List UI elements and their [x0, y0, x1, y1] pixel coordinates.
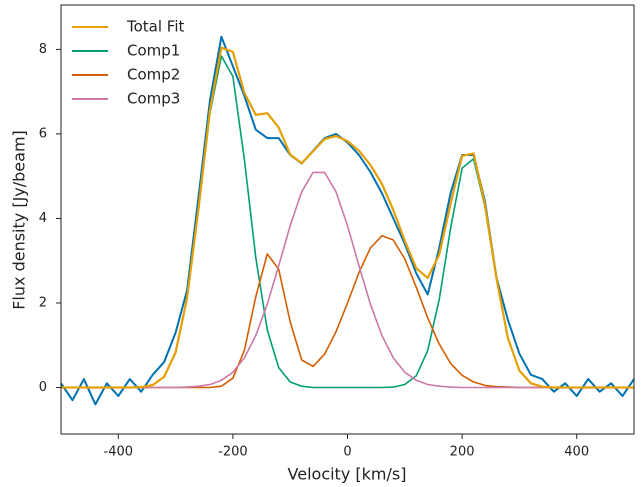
y-tick-label: 8: [39, 42, 47, 57]
legend-label: Total Fit: [126, 18, 185, 36]
fit-line: [61, 171, 634, 389]
legend-label: Comp1: [127, 42, 180, 60]
fit-line: [61, 235, 634, 389]
y-axis-label: Flux density [Jy/beam]: [10, 130, 29, 310]
x-axis-label: Velocity [km/s]: [288, 465, 407, 484]
plot-frame: [60, 4, 635, 435]
y-tick-label: 4: [39, 211, 47, 226]
legend-label: Comp2: [127, 66, 180, 84]
x-tick-label: -400: [104, 445, 134, 460]
y-tick-label: 2: [39, 295, 47, 310]
fit-line: [61, 46, 634, 389]
y-tick-label: 6: [39, 126, 47, 141]
x-tick-label: 200: [450, 445, 475, 460]
x-tick-label: -200: [218, 445, 248, 460]
x-tick-label: 400: [564, 445, 589, 460]
legend-label: Comp3: [127, 90, 180, 108]
y-tick-label: 0: [39, 380, 47, 395]
x-tick-label: 0: [343, 445, 351, 460]
